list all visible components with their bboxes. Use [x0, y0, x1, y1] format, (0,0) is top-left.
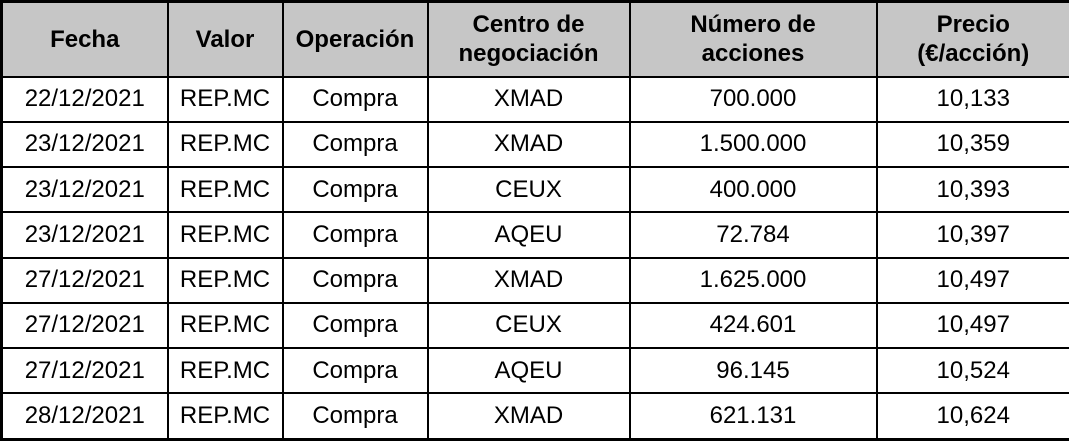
- column-header-precio: Precio (€/acción): [875, 0, 1069, 78]
- cell-operacion: Compra: [281, 166, 429, 214]
- table-row: 22/12/2021 REP.MC Compra XMAD 700.000 10…: [0, 75, 1069, 123]
- cell-centro-de-negociacion: XMAD: [426, 392, 631, 441]
- cell-valor: REP.MC: [166, 75, 284, 123]
- cell-operacion: Compra: [281, 347, 429, 395]
- cell-valor: REP.MC: [166, 256, 284, 304]
- cell-operacion: Compra: [281, 75, 429, 123]
- cell-valor: REP.MC: [166, 347, 284, 395]
- column-header-centro-de-negociacion: Centro de negociación: [426, 0, 631, 78]
- table-row: 23/12/2021 REP.MC Compra CEUX 400.000 10…: [0, 166, 1069, 214]
- table-body: 22/12/2021 REP.MC Compra XMAD 700.000 10…: [0, 75, 1069, 441]
- cell-operacion: Compra: [281, 256, 429, 304]
- cell-precio: 10,497: [875, 301, 1069, 350]
- cell-numero-de-acciones: 1.500.000: [628, 120, 878, 169]
- cell-precio: 10,497: [875, 256, 1069, 304]
- cell-numero-de-acciones: 700.000: [628, 75, 878, 123]
- cell-centro-de-negociacion: AQEU: [426, 211, 631, 259]
- cell-numero-de-acciones: 400.000: [628, 166, 878, 214]
- table-row: 23/12/2021 REP.MC Compra XMAD 1.500.000 …: [0, 120, 1069, 169]
- table-row: 27/12/2021 REP.MC Compra XMAD 1.625.000 …: [0, 256, 1069, 304]
- cell-operacion: Compra: [281, 392, 429, 441]
- cell-centro-de-negociacion: CEUX: [426, 166, 631, 214]
- column-header-operacion: Operación: [281, 0, 429, 78]
- cell-precio: 10,397: [875, 211, 1069, 259]
- header-line: Número de: [690, 11, 816, 39]
- cell-numero-de-acciones: 424.601: [628, 301, 878, 350]
- header-line: acciones: [701, 40, 805, 68]
- header-line: Centro de: [472, 11, 585, 39]
- cell-fecha: 28/12/2021: [0, 392, 169, 441]
- header-line: Valor: [195, 25, 255, 53]
- column-header-valor: Valor: [166, 0, 284, 78]
- cell-fecha: 27/12/2021: [0, 301, 169, 350]
- cell-valor: REP.MC: [166, 120, 284, 169]
- cell-centro-de-negociacion: AQEU: [426, 347, 631, 395]
- cell-numero-de-acciones: 1.625.000: [628, 256, 878, 304]
- cell-centro-de-negociacion: XMAD: [426, 75, 631, 123]
- cell-precio: 10,624: [875, 392, 1069, 441]
- table-row: 23/12/2021 REP.MC Compra AQEU 72.784 10,…: [0, 211, 1069, 259]
- header-line: negociación: [458, 40, 599, 68]
- table-header: Fecha Valor Operación Centro de negociac…: [0, 0, 1069, 78]
- cell-numero-de-acciones: 96.145: [628, 347, 878, 395]
- header-line: Fecha: [50, 25, 120, 53]
- table-row: 27/12/2021 REP.MC Compra AQEU 96.145 10,…: [0, 347, 1069, 395]
- cell-numero-de-acciones: 621.131: [628, 392, 878, 441]
- cell-fecha: 23/12/2021: [0, 166, 169, 214]
- cell-precio: 10,359: [875, 120, 1069, 169]
- cell-fecha: 22/12/2021: [0, 75, 169, 123]
- cell-precio: 10,524: [875, 347, 1069, 395]
- header-line: (€/acción): [917, 40, 1030, 68]
- cell-fecha: 27/12/2021: [0, 347, 169, 395]
- cell-valor: REP.MC: [166, 166, 284, 214]
- cell-operacion: Compra: [281, 301, 429, 350]
- cell-precio: 10,133: [875, 75, 1069, 123]
- table-row: 28/12/2021 REP.MC Compra XMAD 621.131 10…: [0, 392, 1069, 441]
- cell-centro-de-negociacion: XMAD: [426, 256, 631, 304]
- table-row: 27/12/2021 REP.MC Compra CEUX 424.601 10…: [0, 301, 1069, 350]
- cell-operacion: Compra: [281, 211, 429, 259]
- cell-valor: REP.MC: [166, 301, 284, 350]
- header-line: Precio: [936, 11, 1010, 39]
- cell-valor: REP.MC: [166, 211, 284, 259]
- header-row: Fecha Valor Operación Centro de negociac…: [0, 0, 1069, 78]
- column-header-numero-de-acciones: Número de acciones: [628, 0, 878, 78]
- header-line: Operación: [295, 25, 415, 53]
- cell-centro-de-negociacion: XMAD: [426, 120, 631, 169]
- cell-fecha: 23/12/2021: [0, 211, 169, 259]
- cell-precio: 10,393: [875, 166, 1069, 214]
- column-header-fecha: Fecha: [0, 0, 169, 78]
- cell-operacion: Compra: [281, 120, 429, 169]
- cell-valor: REP.MC: [166, 392, 284, 441]
- cell-centro-de-negociacion: CEUX: [426, 301, 631, 350]
- cell-fecha: 27/12/2021: [0, 256, 169, 304]
- cell-numero-de-acciones: 72.784: [628, 211, 878, 259]
- cell-fecha: 23/12/2021: [0, 120, 169, 169]
